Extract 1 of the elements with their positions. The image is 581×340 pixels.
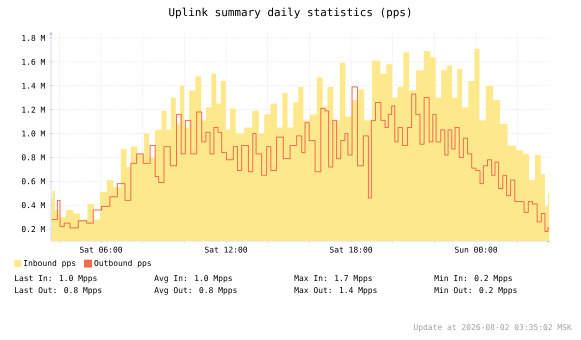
- chart-title: Uplink summary daily statistics (pps): [169, 8, 410, 18]
